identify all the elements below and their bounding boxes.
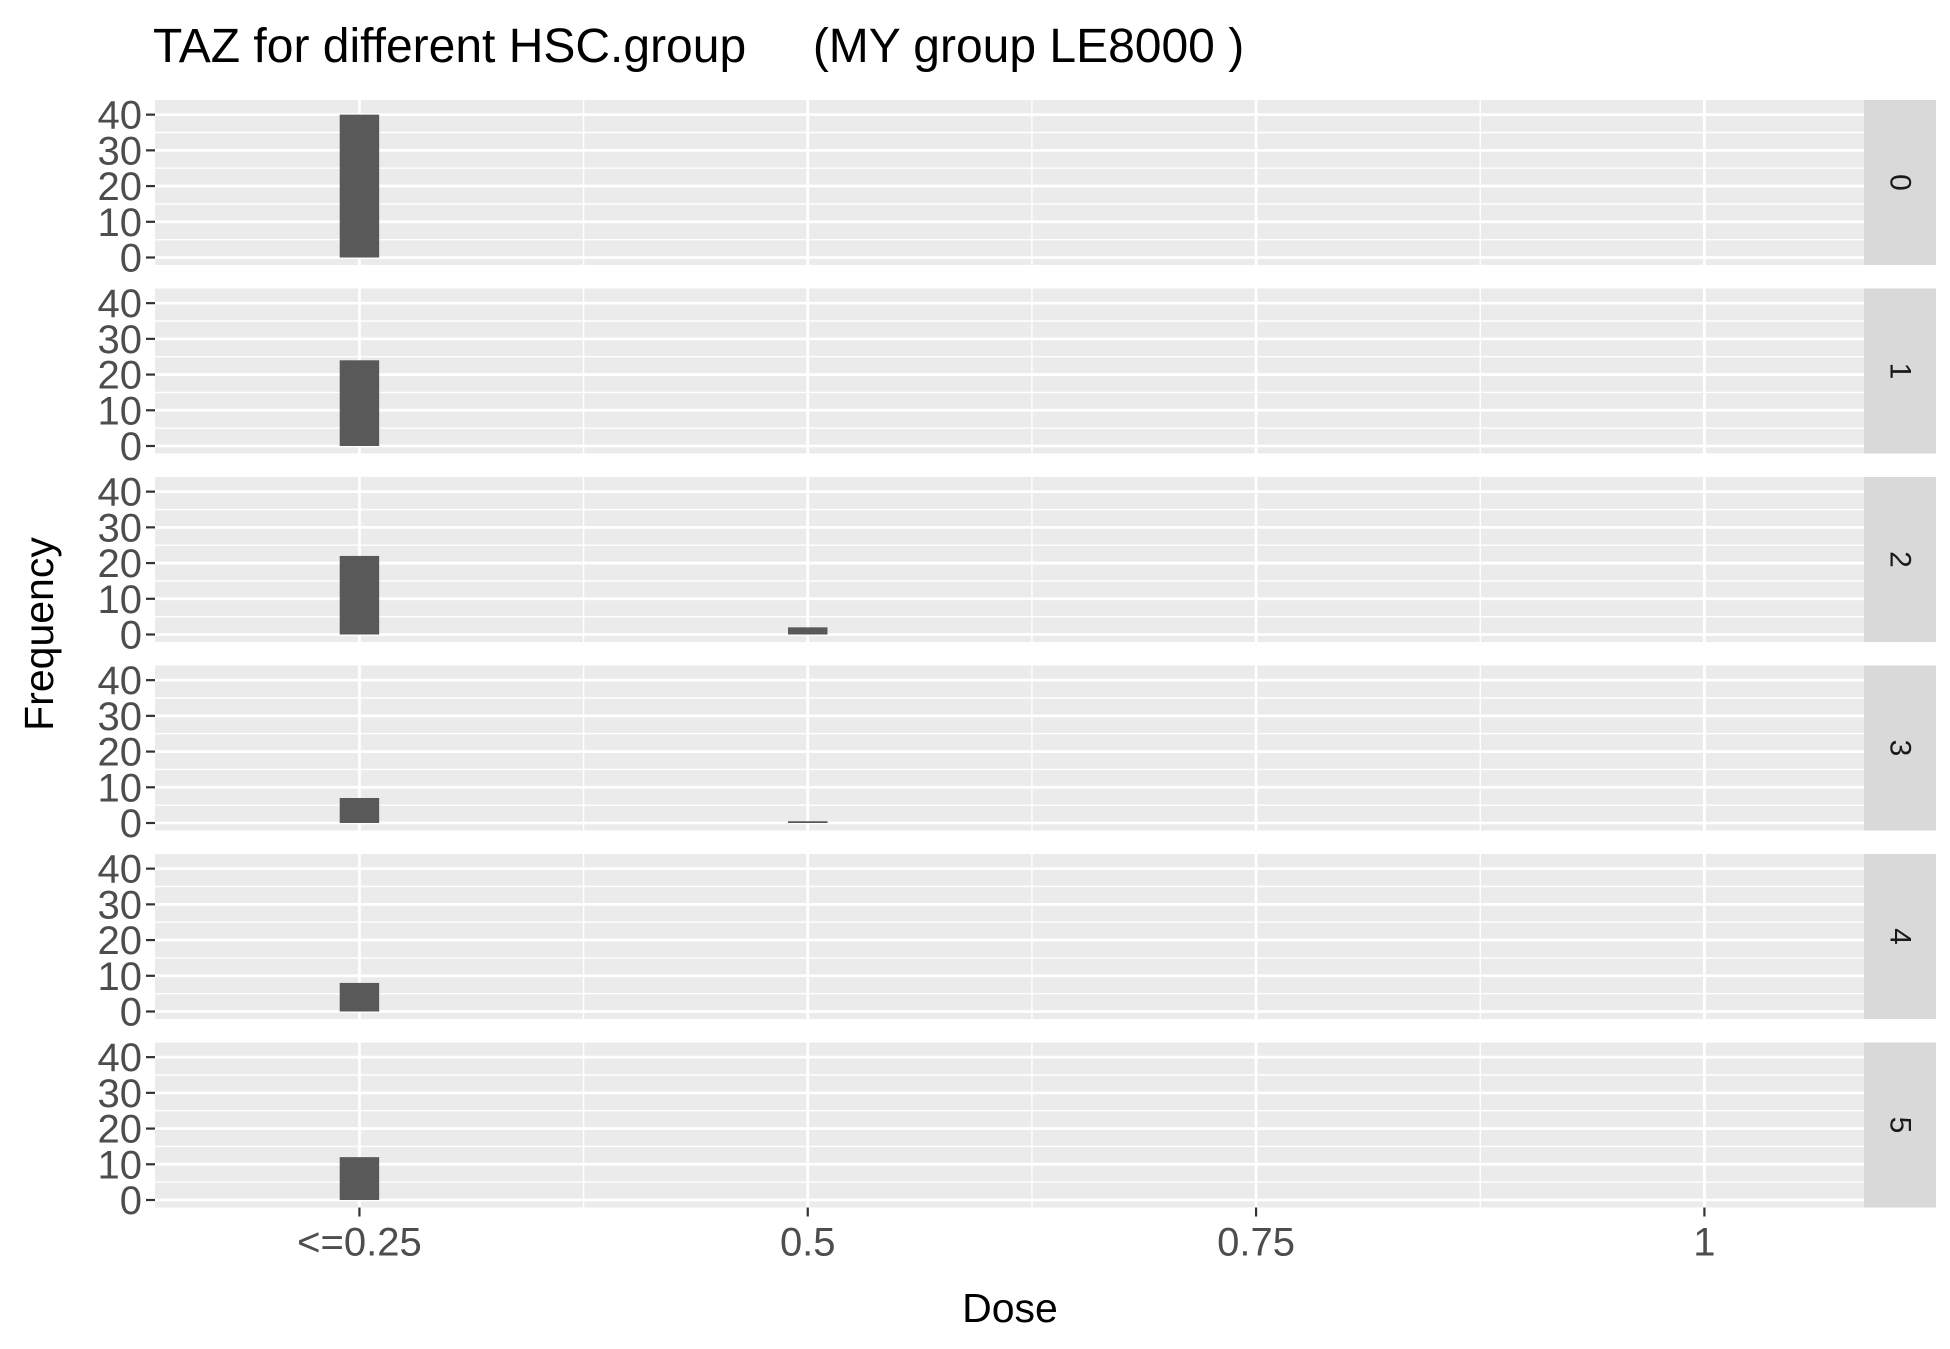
y-tick-label: 0 [120, 991, 142, 1035]
y-tick-label: 30 [98, 883, 143, 927]
facet-strip [1864, 288, 1936, 454]
histogram-bar [788, 627, 828, 635]
panel-background [155, 288, 1864, 454]
x-tick-label: 0.5 [780, 1221, 836, 1265]
facet-strip-label: 0 [1884, 174, 1917, 191]
y-tick-label: 10 [98, 578, 143, 622]
y-tick-label: 0 [120, 1179, 142, 1223]
facet-strip [1864, 477, 1936, 642]
y-tick-label: 40 [98, 471, 143, 515]
y-tick-label: 10 [98, 766, 143, 810]
y-tick-label: 40 [98, 1036, 143, 1080]
histogram-bar [339, 982, 380, 1012]
facet-strip-label: 5 [1884, 1117, 1917, 1134]
facet-strip [1864, 854, 1936, 1019]
y-tick-label: 10 [98, 389, 143, 433]
y-tick-label: 40 [98, 848, 143, 892]
y-tick-label: 20 [98, 1108, 143, 1152]
y-tick-label: 20 [98, 919, 143, 963]
histogram-bar [788, 821, 828, 823]
histogram-bar [339, 114, 380, 258]
y-tick-label: 10 [98, 955, 143, 999]
chart-title: TAZ for different HSC.group (MY group LE… [153, 20, 1244, 73]
facet-strip-label: 4 [1884, 928, 1917, 945]
histogram-bar [339, 1157, 380, 1200]
y-tick-label: 30 [98, 695, 143, 739]
y-tick-label: 20 [98, 165, 143, 209]
facet-strip [1864, 1042, 1936, 1208]
histogram-bar [339, 798, 380, 823]
y-tick-label: 40 [98, 94, 143, 138]
y-tick-label: 20 [98, 731, 143, 775]
x-tick-label: <=0.25 [297, 1221, 422, 1265]
facet-strip [1864, 665, 1936, 831]
histogram-bar [339, 555, 380, 635]
y-tick-label: 30 [98, 318, 143, 362]
y-tick-label: 20 [98, 542, 143, 586]
x-axis-title: Dose [962, 1285, 1058, 1331]
y-tick-label: 10 [98, 1143, 143, 1187]
histogram-bar [339, 360, 380, 446]
panel-background [155, 854, 1864, 1019]
facet-strip-label: 3 [1884, 740, 1917, 757]
y-tick-label: 40 [98, 282, 143, 326]
y-tick-label: 0 [120, 802, 142, 846]
panel-background [155, 665, 1864, 831]
y-tick-label: 30 [98, 129, 143, 173]
facet-strip [1864, 100, 1936, 265]
facet-strip-label: 1 [1884, 363, 1917, 380]
x-tick-label: 1 [1693, 1221, 1715, 1265]
x-tick-label: 0.75 [1217, 1221, 1295, 1265]
x-axis: <=0.25 0.5 0.75 1 [297, 1207, 1716, 1265]
facet-panels: 0102030400010203040101020304020102030403… [98, 94, 1936, 1223]
y-tick-label: 0 [120, 425, 142, 469]
panel-background [155, 1042, 1864, 1208]
y-tick-label: 10 [98, 201, 143, 245]
y-tick-label: 20 [98, 354, 143, 398]
panel-background [155, 100, 1864, 265]
y-tick-label: 30 [98, 1072, 143, 1116]
y-tick-label: 30 [98, 506, 143, 550]
y-axis-title: Frequency [16, 537, 62, 731]
y-tick-label: 40 [98, 659, 143, 703]
y-tick-label: 0 [120, 237, 142, 281]
panel-background [155, 477, 1864, 642]
facet-strip-label: 2 [1884, 551, 1917, 568]
y-tick-label: 0 [120, 614, 142, 658]
